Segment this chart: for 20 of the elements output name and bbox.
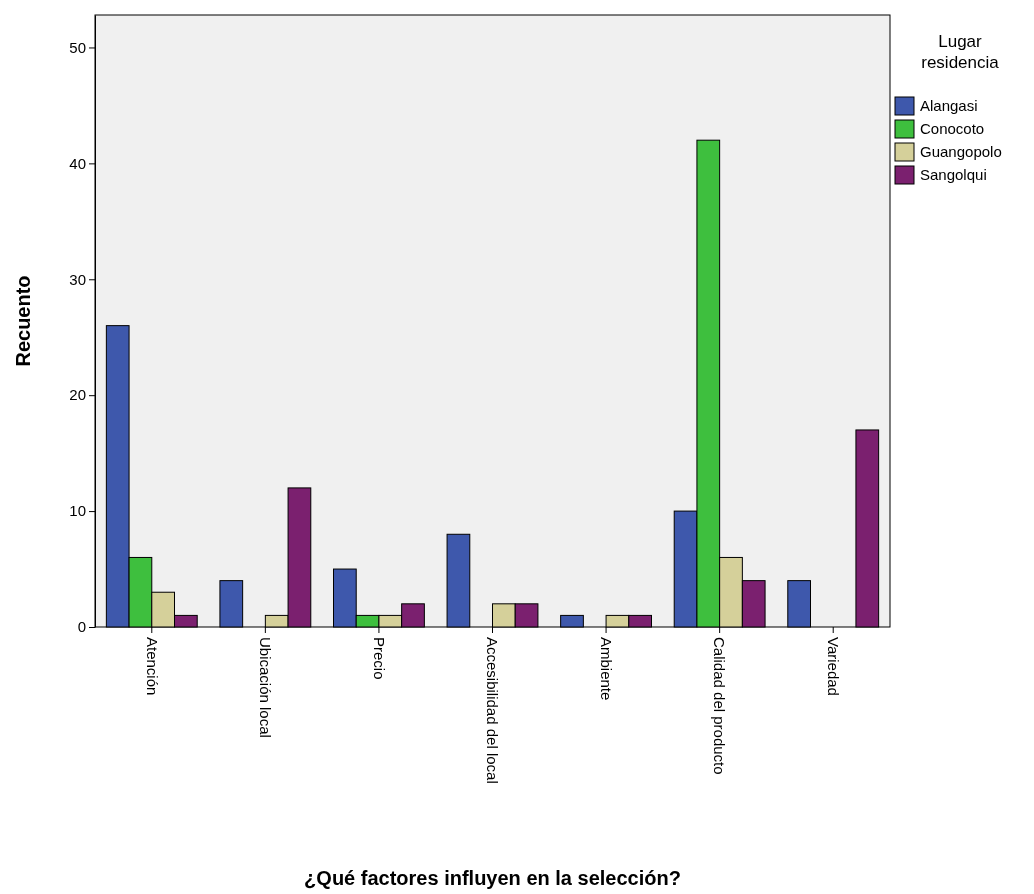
y-tick-label: 0: [77, 618, 86, 636]
x-tick-label: Ambiente: [597, 637, 615, 701]
x-axis-title: ¿Qué factores influyen en la selección?: [304, 867, 681, 889]
x-tick-label: Ubicación local: [257, 637, 275, 738]
y-axis-title: Recuento: [12, 275, 34, 367]
legend-label: Sangolqui: [920, 166, 987, 183]
y-tick-label: 20: [69, 386, 86, 404]
x-tick-label: Atención: [143, 637, 161, 696]
x-tick-label: Precio: [370, 637, 388, 680]
y-tick-label: 10: [69, 502, 86, 520]
legend-label: Conocoto: [920, 120, 985, 137]
legend-label: Alangasi: [920, 97, 978, 114]
x-tick-label: Accesibilidad del local: [484, 637, 502, 784]
x-tick-label: Calidad del producto: [711, 637, 729, 775]
y-tick-label: 50: [69, 38, 86, 56]
legend-label: Guangopolo: [920, 143, 1002, 160]
y-tick-label: 40: [69, 154, 86, 172]
x-tick-label: Variedad: [824, 637, 842, 696]
legend-title: Lugar residencia: [921, 32, 1000, 72]
y-tick-label: 30: [69, 270, 86, 288]
